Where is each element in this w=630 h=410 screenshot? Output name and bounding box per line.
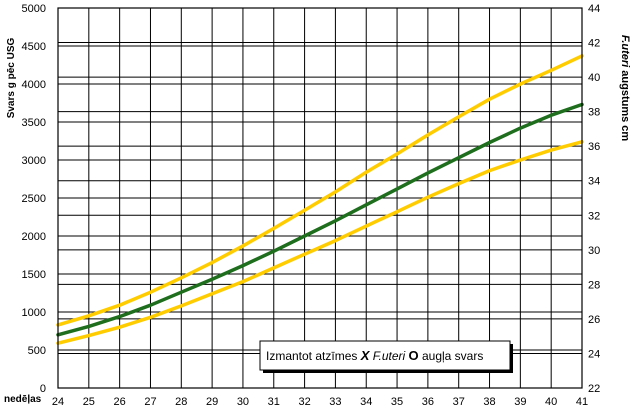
y-tick-label: 4500 — [22, 41, 46, 53]
y-axis-title: Svars g pēc USG — [6, 37, 17, 118]
y2-tick-label: 28 — [588, 279, 600, 291]
y2-tick-label: 42 — [588, 38, 600, 50]
x-tick-label: 39 — [514, 396, 526, 408]
y2-axis-title: F.uteri augstums cm — [619, 35, 630, 142]
x-tick-label: 35 — [391, 396, 403, 408]
y2-tick-label: 34 — [588, 176, 600, 188]
series-lines — [56, 54, 584, 345]
x-tick-label: 31 — [268, 396, 280, 408]
y-tick-label: 1000 — [22, 307, 46, 319]
y-tick-label: 1500 — [22, 269, 46, 281]
legend-text: Izmantot atzīmes X F.uteri O augļa svars — [266, 348, 483, 363]
y2-tick-label: 40 — [588, 72, 600, 84]
y2-tick-label: 36 — [588, 141, 600, 153]
y-tick-label: 2500 — [22, 193, 46, 205]
x-tick-label: 37 — [453, 396, 465, 408]
axes: 24 25 26 27 28 29 30 31 32 33 34 35 36 37 38 39 40 41 0 500… — [4, 3, 630, 408]
y2-tick-label: 30 — [588, 245, 600, 257]
series-line-2 — [56, 102, 584, 337]
y2-tick-label: 22 — [588, 383, 600, 395]
grid — [57, 7, 583, 389]
series-line-3 — [56, 140, 584, 345]
x-tick-label: 24 — [52, 396, 64, 408]
y-tick-label: 0 — [40, 383, 46, 395]
x-tick-label: 34 — [360, 396, 372, 408]
series-line-1 — [56, 54, 584, 327]
y-tick-label: 500 — [28, 345, 46, 357]
x-tick-label: 26 — [114, 396, 126, 408]
y-tick-label: 2000 — [22, 231, 46, 243]
y2-tick-label: 32 — [588, 210, 600, 222]
x-tick-label: 29 — [206, 396, 218, 408]
y-tick-label: 5000 — [22, 3, 46, 15]
x-tick-label: 38 — [483, 396, 495, 408]
y-tick-label: 3500 — [22, 117, 46, 129]
legend: Izmantot atzīmes X F.uteri O augļa svars — [259, 340, 513, 373]
y-tick-label: 3000 — [22, 155, 46, 167]
y2-tick-label: 38 — [588, 107, 600, 119]
x-tick-label: 33 — [329, 396, 341, 408]
legend-frame — [259, 340, 511, 371]
x-tick-label: 25 — [83, 396, 95, 408]
x-tick-label: 28 — [175, 396, 187, 408]
x-tick-label: 40 — [545, 396, 557, 408]
y2-tick-label: 24 — [588, 348, 600, 360]
plot-border — [57, 7, 583, 389]
x-axis-title: nedēļas — [4, 394, 42, 405]
x-tick-label: 32 — [298, 396, 310, 408]
x-tick-label: 36 — [422, 396, 434, 408]
x-tick-label: 41 — [576, 396, 588, 408]
y-tick-label: 4000 — [22, 79, 46, 91]
y2-tick-label: 44 — [588, 3, 600, 15]
x-tick-label: 30 — [237, 396, 249, 408]
x-tick-label: 27 — [144, 396, 156, 408]
y2-tick-label: 26 — [588, 314, 600, 326]
